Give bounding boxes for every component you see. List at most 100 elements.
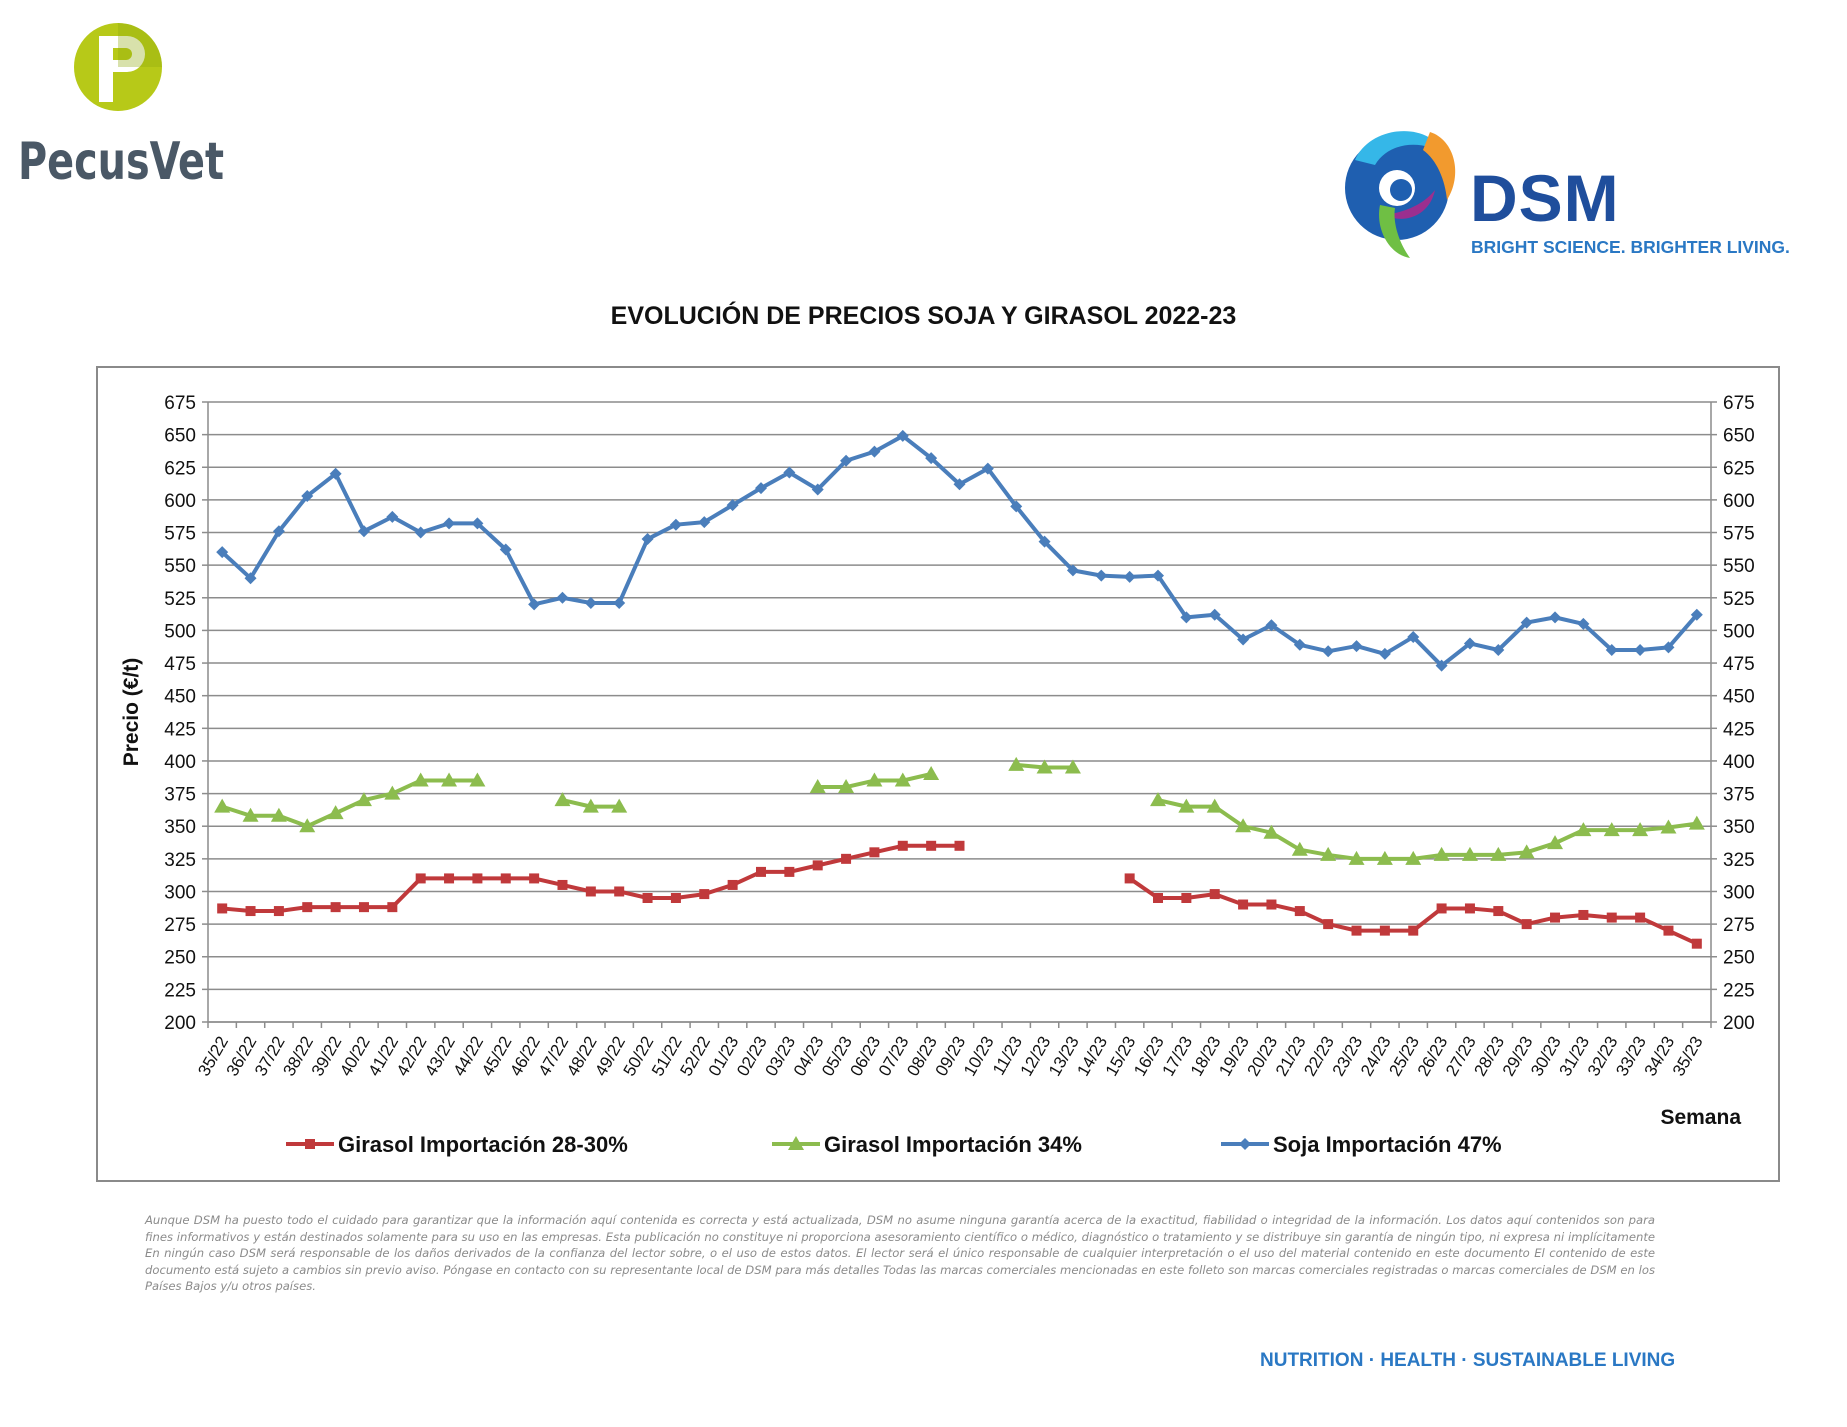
y2-tick-label: 625 xyxy=(1723,458,1755,479)
data-point xyxy=(1408,925,1419,936)
data-point xyxy=(528,598,541,611)
data-point xyxy=(1405,850,1422,865)
y2-tick-label: 200 xyxy=(1723,1013,1755,1034)
data-point xyxy=(1407,630,1420,643)
data-point xyxy=(954,840,965,851)
dsm-swirl-icon xyxy=(1345,131,1456,258)
data-point xyxy=(1150,792,1167,807)
y2-tick-label: 450 xyxy=(1723,687,1755,708)
data-point xyxy=(358,902,369,913)
data-point xyxy=(611,798,628,813)
data-point xyxy=(412,772,429,787)
x-axis-title: Semana xyxy=(1660,1106,1741,1129)
y-tick-label: 275 xyxy=(164,915,196,936)
data-point xyxy=(1351,925,1362,936)
data-point xyxy=(1635,912,1646,923)
data-point xyxy=(270,807,287,822)
data-point xyxy=(1008,756,1025,771)
data-point xyxy=(1294,906,1305,917)
dsm-tagline: BRIGHT SCIENCE. BRIGHTER LIVING. xyxy=(1471,237,1790,257)
data-point xyxy=(727,879,738,890)
series-line xyxy=(220,433,1699,668)
data-point xyxy=(244,572,257,585)
y2-tick-label: 225 xyxy=(1723,980,1755,1001)
data-point xyxy=(557,879,568,890)
dsm-wordmark: DSM xyxy=(1470,161,1620,235)
data-point xyxy=(1436,903,1447,914)
price-line-chart: 200 200 225 225 250 250 275 275 300 300 325 325 350 3… xyxy=(120,393,1755,1157)
data-point xyxy=(866,772,883,787)
data-point xyxy=(1663,925,1674,936)
data-point xyxy=(386,510,399,523)
data-point xyxy=(726,499,739,512)
data-point xyxy=(809,779,826,794)
data-point xyxy=(1293,638,1306,651)
pecusvet-logo: PecusVet xyxy=(18,22,228,192)
data-point xyxy=(1376,850,1393,865)
y2-tick-label: 600 xyxy=(1723,491,1755,512)
data-point xyxy=(1433,846,1450,861)
series-2 xyxy=(216,429,1703,672)
data-point xyxy=(472,873,483,884)
y-tick-label: 525 xyxy=(164,589,196,610)
data-point xyxy=(755,866,766,877)
y-tick-label: 500 xyxy=(164,621,196,642)
legend-marker xyxy=(305,1139,315,1149)
data-point xyxy=(387,902,398,913)
data-point xyxy=(784,866,795,877)
data-point xyxy=(216,546,229,559)
data-point xyxy=(670,893,681,903)
data-point xyxy=(1490,846,1507,861)
data-point xyxy=(1435,659,1448,672)
data-point xyxy=(1461,846,1478,861)
data-point xyxy=(1634,644,1647,656)
y2-tick-label: 500 xyxy=(1723,621,1755,642)
data-point xyxy=(1123,570,1136,583)
legend-label: Girasol Importación 28-30% xyxy=(338,1132,628,1157)
y-tick-label: 575 xyxy=(164,524,196,545)
data-point xyxy=(1291,841,1308,856)
y-tick-label: 225 xyxy=(164,980,196,1001)
data-point xyxy=(273,906,284,917)
series-0 xyxy=(217,840,1702,949)
y2-tick-label: 575 xyxy=(1723,524,1755,545)
data-point xyxy=(357,525,370,538)
data-point xyxy=(1266,899,1277,910)
data-point xyxy=(953,478,966,491)
data-point xyxy=(1323,919,1334,930)
data-point xyxy=(469,772,486,787)
chart-frame: 200 200 225 225 250 250 275 275 300 300 325 325 350 3… xyxy=(96,366,1780,1182)
chart-title: EVOLUCIÓN DE PRECIOS SOJA Y GIRASOL 2022… xyxy=(610,302,1237,330)
y2-tick-label: 475 xyxy=(1723,654,1755,675)
x-tick-label: 35/23 xyxy=(1669,1033,1707,1079)
data-point xyxy=(1066,564,1079,577)
data-point xyxy=(894,772,911,787)
data-point xyxy=(642,893,653,903)
y-tick-label: 325 xyxy=(164,850,196,871)
data-point xyxy=(1237,633,1250,646)
data-point xyxy=(868,445,881,458)
data-point xyxy=(699,889,710,900)
data-point xyxy=(869,847,880,858)
data-point xyxy=(1265,619,1278,632)
y-axis-title: Precio (€/t) xyxy=(120,658,143,767)
data-point xyxy=(1606,912,1617,923)
data-point xyxy=(1263,824,1280,839)
data-point xyxy=(214,798,231,813)
data-point xyxy=(1095,569,1108,582)
y-tick-label: 450 xyxy=(164,687,196,708)
y-tick-label: 600 xyxy=(164,491,196,512)
data-point xyxy=(1038,535,1051,548)
legend-item: Girasol Importación 34% xyxy=(772,1132,1082,1157)
data-point xyxy=(414,526,427,539)
legend-marker xyxy=(788,1136,804,1150)
x-tick-label: 10/23 xyxy=(960,1033,998,1079)
data-point xyxy=(1518,844,1535,859)
y-tick-label: 650 xyxy=(164,426,196,447)
data-point xyxy=(272,525,285,538)
legend-marker xyxy=(1239,1138,1251,1150)
series-line xyxy=(221,778,478,829)
data-point xyxy=(896,429,909,442)
data-point xyxy=(1463,637,1476,650)
y2-tick-label: 650 xyxy=(1723,426,1755,447)
